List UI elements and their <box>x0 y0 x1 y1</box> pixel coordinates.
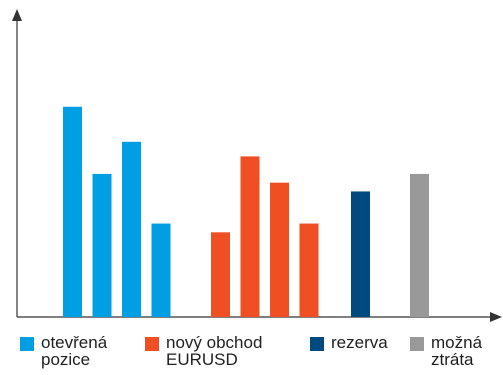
legend-item-novy-obchod: nový obchod EURUSD <box>145 334 262 368</box>
bar-chart <box>12 9 502 322</box>
legend-item-otevrena-pozice: otevřená pozice <box>20 334 107 368</box>
y-axis-arrow-icon <box>12 9 22 21</box>
bar-3-1 <box>351 191 370 317</box>
bar-4-1 <box>410 173 429 317</box>
legend-swatch <box>20 337 34 351</box>
legend-item-mozna-ztrata: možná ztráta <box>410 334 482 368</box>
legend-swatch <box>410 337 424 351</box>
legend-label: rezerva <box>331 333 388 352</box>
legend-label: možná ztráta <box>431 333 483 369</box>
bar-1-1 <box>63 106 82 317</box>
x-axis-arrow-icon <box>490 312 502 322</box>
bars <box>63 106 429 317</box>
bar-1-3 <box>122 141 141 317</box>
bar-2-2 <box>240 156 260 317</box>
bar-2-4 <box>299 223 319 317</box>
legend-swatch <box>145 337 159 351</box>
bar-2-1 <box>211 232 230 317</box>
bar-1-4 <box>151 223 171 317</box>
legend-label: otevřená pozice <box>41 333 108 369</box>
bar-1-2 <box>92 173 112 317</box>
bar-2-3 <box>270 182 289 317</box>
legend-item-rezerva: rezerva <box>310 334 388 351</box>
legend-label: nový obchod EURUSD <box>166 333 263 369</box>
legend-swatch <box>310 337 324 351</box>
